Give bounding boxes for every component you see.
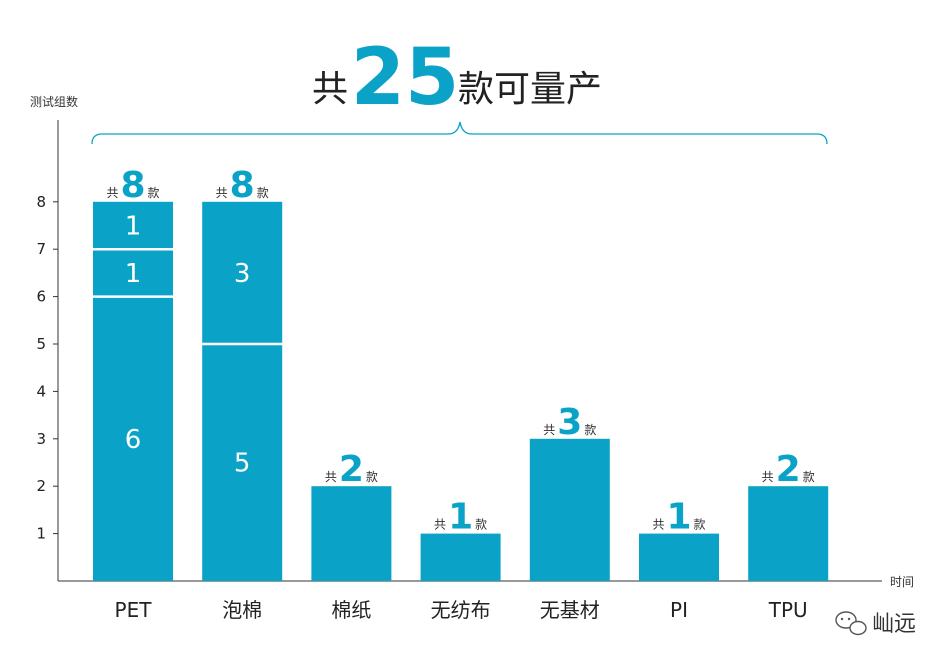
headline-number: 25 xyxy=(351,33,460,123)
bar-segment xyxy=(93,201,173,250)
y-tick-label: 3 xyxy=(36,430,46,448)
category-labels: PET 泡棉 棉纸 无纺布 无基材 PI TPU xyxy=(115,598,808,622)
bar-segment xyxy=(639,533,719,581)
x-axis-title: 时间 xyxy=(890,575,914,589)
bar-segment xyxy=(748,486,829,581)
segment-value-label: 1 xyxy=(125,259,142,289)
bar-segment xyxy=(93,296,173,581)
category-label: TPU xyxy=(768,598,808,622)
bar-segment xyxy=(93,249,173,297)
bar-total-label: 共8 款 xyxy=(216,165,269,206)
segment-value-label: 5 xyxy=(234,449,251,479)
y-tick-labels: 1 2 3 4 5 6 7 8 xyxy=(36,193,58,543)
y-tick-label: 2 xyxy=(36,477,46,495)
category-label: 无基材 xyxy=(540,598,600,622)
bar-total-label: 共1 款 xyxy=(434,497,487,538)
y-tick-label: 5 xyxy=(36,335,46,353)
bar-total-label: 共3 款 xyxy=(543,402,596,443)
segment-value-label: 3 xyxy=(234,259,251,289)
y-tick-label: 1 xyxy=(36,525,46,543)
bar-segment xyxy=(202,201,283,344)
segment-value-label: 1 xyxy=(125,212,142,242)
y-tick-label: 8 xyxy=(36,193,46,211)
y-tick-label: 6 xyxy=(36,288,46,306)
category-label: 棉纸 xyxy=(331,598,371,622)
y-axis-title: 测试组数 xyxy=(30,94,78,109)
headline: 共 25 款可量产 xyxy=(312,33,602,123)
bars: 6 1 1 共8 款 5 3 共8 款共2 款共1 款 共3 款共1 款 共2 款 xyxy=(93,165,829,581)
headline-suffix: 款可量产 xyxy=(458,69,602,110)
watermark-text: 屾远 xyxy=(872,612,916,637)
grouping-brace xyxy=(91,121,828,145)
category-label: PET xyxy=(115,598,153,622)
bar-total-label: 共1 款 xyxy=(652,497,705,538)
bar-segment xyxy=(529,438,610,581)
bar-total-label: 共2 款 xyxy=(325,449,378,490)
bar-segment xyxy=(420,533,501,581)
y-tick-label: 7 xyxy=(36,240,46,258)
headline-prefix: 共 xyxy=(312,69,348,110)
y-tick-label: 4 xyxy=(36,382,46,400)
watermark: 屾远 xyxy=(835,611,916,637)
bar-total-label: 共8 款 xyxy=(106,165,159,206)
bar-total-label: 共2 款 xyxy=(762,449,815,490)
bar-segment xyxy=(311,486,392,581)
category-label: 无纺布 xyxy=(431,598,491,622)
chat-bubble-icon xyxy=(835,611,867,636)
segment-value-label: 6 xyxy=(125,425,142,455)
bar-segment xyxy=(202,344,283,581)
category-label: PI xyxy=(670,598,688,622)
category-label: 泡棉 xyxy=(222,598,262,622)
